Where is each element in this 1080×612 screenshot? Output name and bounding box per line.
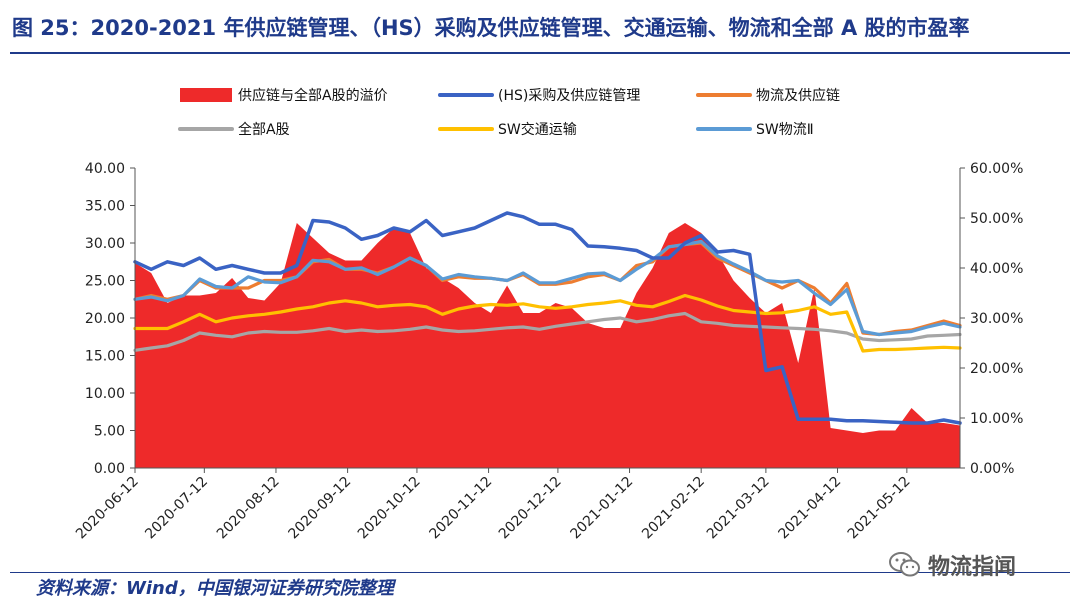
left-tick-label: 5.00: [94, 424, 125, 440]
right-tick-label: 50.00%: [970, 211, 1023, 227]
right-tick-label: 40.00%: [970, 261, 1023, 277]
x-tick-label: 2020-10-12: [355, 474, 424, 543]
right-tick-label: 30.00%: [970, 311, 1023, 327]
left-tick-label: 10.00: [85, 386, 125, 402]
right-tick-label: 20.00%: [970, 361, 1023, 377]
x-tick-label: 2020-11-12: [427, 474, 496, 543]
figure-title: 图 25：2020-2021 年供应链管理、（HS）采购及供应链管理、交通运输、…: [12, 16, 970, 40]
right-tick-label: 10.00%: [970, 411, 1023, 427]
source-divider: [10, 572, 1070, 573]
x-tick-label: 2020-08-12: [214, 474, 283, 543]
x-tick-label: 2021-01-12: [568, 474, 637, 543]
x-tick-label: 2020-09-12: [286, 474, 355, 543]
plot-area: [133, 211, 962, 468]
right-tick-label: 0.00%: [970, 461, 1014, 477]
x-tick-label: 2020-12-12: [496, 474, 565, 543]
legend-label-4: SW交通运输: [498, 121, 577, 138]
left-tick-label: 35.00: [85, 199, 125, 215]
left-tick-label: 15.00: [85, 349, 125, 365]
watermark: 物流指闻: [888, 548, 1016, 582]
legend-label-5: SW物流Ⅱ: [756, 122, 814, 138]
wechat-icon: [889, 552, 920, 577]
left-tick-label: 30.00: [85, 236, 125, 252]
series-line-5: [133, 239, 962, 337]
x-tick-label: 2021-03-12: [704, 474, 773, 543]
x-tick-label: 2021-05-12: [845, 474, 914, 543]
series-line-4: [133, 293, 962, 353]
watermark-text: 物流指闻: [928, 555, 1017, 580]
source-note: 资料来源：Wind，中国银河证券研究院整理: [36, 578, 394, 599]
x-tick-label: 2021-04-12: [775, 474, 844, 543]
legend-label-1: (HS)采购及供应链管理: [498, 87, 640, 104]
left-tick-label: 0.00: [94, 461, 125, 477]
legend-label-3: 全部A股: [238, 121, 290, 138]
x-tick-label: 2020-06-12: [73, 474, 142, 543]
legend-swatch-0: [180, 88, 232, 102]
right-tick-label: 60.00%: [970, 161, 1023, 177]
x-tick-label: 2021-02-12: [639, 474, 708, 543]
left-tick-label: 40.00: [85, 161, 125, 177]
title-divider: [10, 52, 1070, 54]
x-tick-label: 2020-07-12: [142, 474, 211, 543]
legend-label-2: 物流及供应链: [756, 87, 840, 104]
left-tick-label: 25.00: [85, 274, 125, 290]
series-area-0: [135, 223, 960, 468]
series-line-3: [133, 311, 962, 352]
legend-label-0: 供应链与全部A股的溢价: [238, 87, 388, 104]
series-line-1: [133, 211, 962, 425]
left-tick-label: 20.00: [85, 311, 125, 327]
